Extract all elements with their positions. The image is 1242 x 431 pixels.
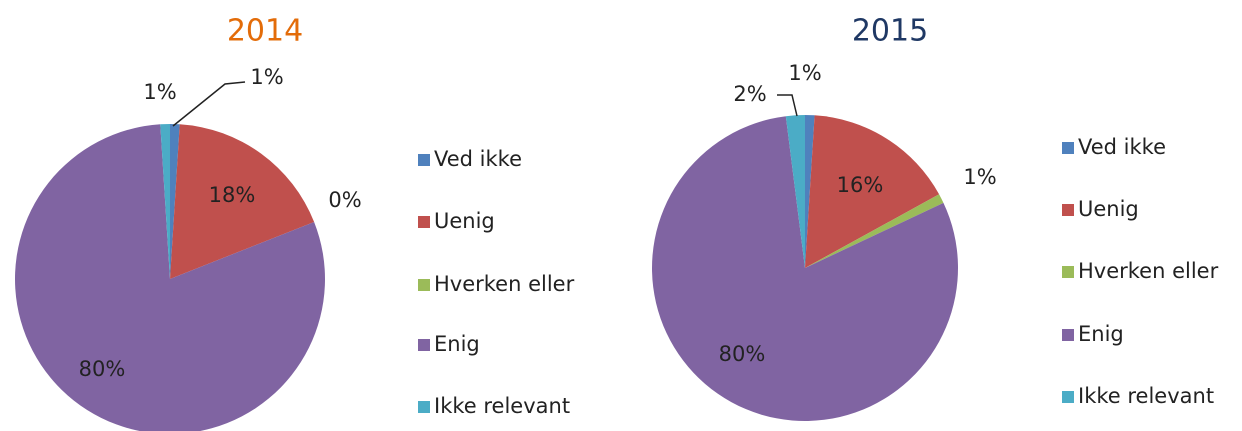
data-label: 80% (719, 342, 766, 366)
legend-label: Ved ikke (434, 147, 522, 171)
legend-label: Hverken eller (434, 272, 575, 296)
legend-swatch (418, 339, 430, 351)
legend-swatch (418, 216, 430, 228)
pie-slice (160, 124, 170, 279)
legend-label: Ikke relevant (434, 394, 570, 418)
pie-slice (170, 124, 180, 279)
legend-swatch (1062, 329, 1074, 341)
legend-label: Uenig (434, 209, 495, 233)
data-label: 1% (788, 61, 821, 85)
data-label: 80% (79, 357, 126, 381)
legend-swatch (1062, 142, 1074, 154)
pie-slice (805, 194, 944, 268)
pie-slice (805, 115, 940, 268)
legend-swatch (418, 279, 430, 291)
leader-line (172, 81, 246, 127)
legend-label: Uenig (1078, 197, 1139, 221)
leader-line (777, 94, 798, 117)
pie-slice (15, 124, 325, 431)
legend-swatch (418, 401, 430, 413)
pie-slice (805, 115, 815, 268)
data-label: 16% (837, 173, 884, 197)
pie-slice (785, 115, 805, 268)
data-label: 1% (963, 165, 996, 189)
data-label: 1% (143, 80, 176, 104)
legend-swatch (1062, 204, 1074, 216)
legend-label: Ved ikke (1078, 135, 1166, 159)
chart-title: 2015 (852, 14, 928, 49)
legend-label: Enig (434, 332, 480, 356)
pie-slice (652, 116, 958, 421)
data-label: 0% (328, 188, 361, 212)
legend-label: Hverken eller (1078, 259, 1219, 283)
legend-swatch (1062, 391, 1074, 403)
legend-label: Ikke relevant (1078, 384, 1214, 408)
data-label: 1% (250, 65, 283, 89)
chart-title: 2014 (227, 14, 303, 49)
data-label: 2% (733, 82, 766, 106)
legend-swatch (1062, 266, 1074, 278)
data-label: 18% (209, 183, 256, 207)
legend-swatch (418, 154, 430, 166)
legend-label: Enig (1078, 322, 1124, 346)
pie-slice (170, 124, 315, 280)
